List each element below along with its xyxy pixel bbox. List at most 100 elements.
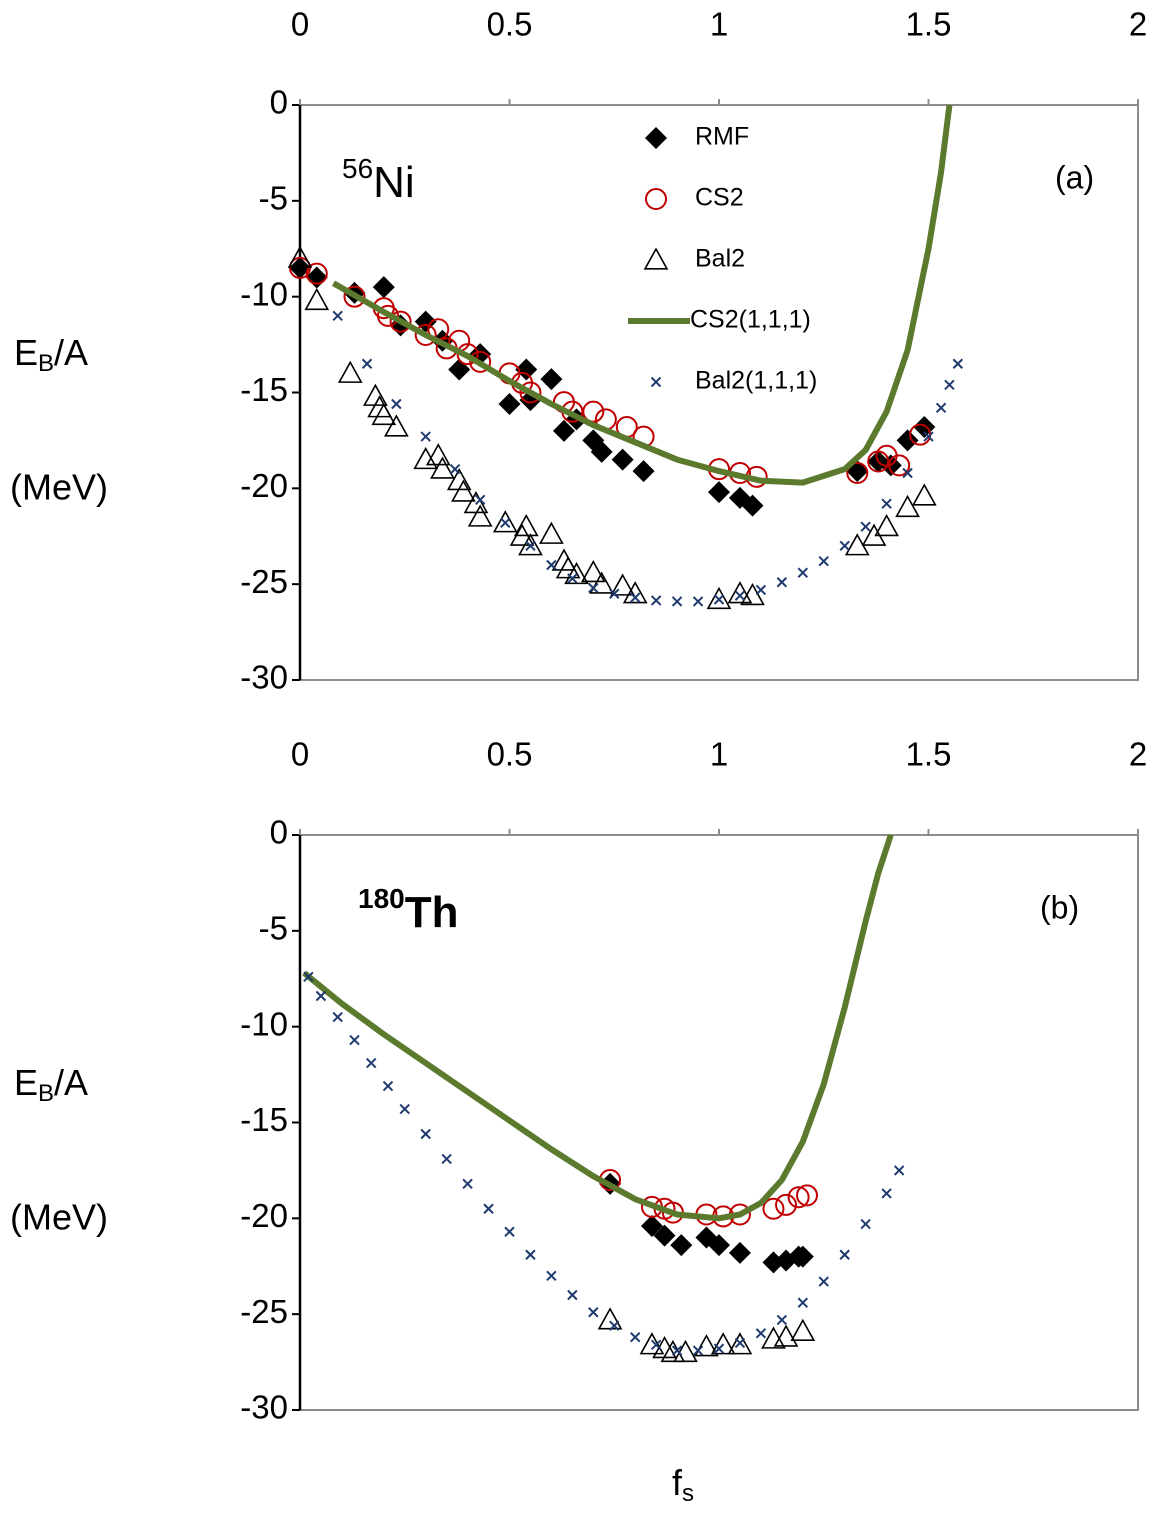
y-tick-label: -20 (240, 1197, 288, 1234)
y-tick-label: -25 (240, 1293, 288, 1330)
triangle-marker (539, 521, 564, 544)
diamond-marker (728, 1241, 751, 1264)
circle-marker (389, 310, 412, 333)
cross-marker (923, 431, 934, 442)
cross-marker (776, 1314, 788, 1326)
cross-marker (671, 1345, 683, 1356)
cross-marker (567, 1289, 578, 1301)
triangle-marker (761, 1326, 786, 1349)
nucleus-label: 180Th (358, 883, 458, 936)
triangle-marker (694, 1334, 719, 1357)
cross-marker (349, 1034, 360, 1046)
triangle-marker (467, 504, 493, 527)
triangle-marker (895, 494, 920, 518)
x-tick-label: 0.5 (487, 6, 533, 43)
y-tick-label: -10 (240, 1005, 288, 1042)
cross-marker (420, 431, 431, 442)
diamond-marker (670, 1234, 693, 1257)
triangle-marker (564, 561, 589, 585)
y-axis-label-part: E (14, 332, 38, 373)
triangle-marker (740, 583, 765, 606)
legend-label: RMF (695, 123, 749, 151)
cross-marker (881, 1188, 892, 1199)
y-axis-unit: (MeV) (10, 1197, 108, 1238)
circle-marker (343, 285, 366, 308)
triangle-marker (451, 479, 476, 502)
cross-marker (755, 1328, 767, 1339)
cross-marker (391, 398, 402, 410)
cross-marker (420, 1128, 431, 1140)
y-tick-label: -10 (240, 275, 288, 312)
y-tick-label: -25 (240, 563, 288, 600)
triangle-marker (304, 287, 330, 311)
triangle-marker (492, 510, 518, 533)
diamond-marker (632, 460, 655, 483)
x-axis-label-part: s (682, 1480, 694, 1507)
y-tick-label: -15 (240, 1101, 288, 1138)
y-tick-label: -30 (240, 1389, 288, 1426)
diamond-marker (540, 368, 563, 391)
circle-marker (519, 381, 542, 404)
triangle-marker (874, 514, 899, 537)
nucleus-label: 56Ni (342, 153, 415, 206)
x-tick-label: 0 (291, 736, 309, 773)
cross-marker (588, 1307, 599, 1318)
triangle-marker (639, 1332, 665, 1355)
x-tick-label: 1 (710, 736, 728, 773)
cross-marker (797, 567, 809, 578)
x-tick-label: 0 (291, 6, 309, 43)
cross-marker (361, 358, 373, 369)
cross-marker (546, 559, 557, 571)
panel-label: (b) (1040, 889, 1079, 925)
triangle-marker (610, 573, 635, 596)
triangle-marker (384, 414, 409, 437)
diamond-marker (896, 429, 919, 452)
circle-marker (775, 1193, 798, 1216)
triangle-marker (643, 247, 669, 270)
cross-marker (860, 1218, 871, 1230)
diamond-marker (448, 358, 471, 381)
panel-label: (a) (1055, 159, 1094, 195)
circle-marker (846, 462, 869, 484)
x-tick-label: 1 (710, 6, 728, 43)
cross-marker (944, 379, 955, 391)
cross-marker (546, 1270, 557, 1282)
cross-marker (629, 1331, 641, 1343)
cross-marker (797, 1297, 809, 1308)
cross-marker (567, 573, 578, 584)
diamond-marker (653, 1224, 676, 1247)
circle-marker (469, 350, 492, 373)
cross-marker (839, 1249, 850, 1260)
triangle-marker (727, 581, 753, 604)
cross-marker (860, 521, 871, 532)
cross-marker (935, 402, 947, 414)
circle-marker (787, 1186, 810, 1209)
y-axis-label: EB/A (14, 332, 88, 378)
cross-marker (755, 584, 767, 596)
triangle-marker (622, 581, 648, 604)
y-axis-label-part: /A (54, 1062, 88, 1103)
cross-marker (734, 1337, 746, 1349)
cross-marker (525, 540, 536, 552)
cross-marker (504, 1226, 515, 1237)
triangle-marker (710, 1332, 736, 1355)
y-axis-unit: (MeV) (10, 467, 108, 508)
x-tick-label: 2 (1129, 736, 1147, 773)
cross-marker (839, 540, 850, 552)
cross-marker (713, 594, 725, 605)
cross-marker (500, 517, 511, 529)
cross-marker (366, 1057, 377, 1069)
triangle-marker (513, 514, 539, 537)
triangle-marker (580, 560, 606, 583)
circle-marker (305, 262, 328, 285)
cross-marker (776, 577, 788, 588)
cross-marker (588, 582, 599, 594)
cross-marker (609, 1320, 620, 1331)
cross-marker (818, 1276, 829, 1287)
nucleus-mass: 180 (358, 883, 405, 914)
triangle-marker (337, 360, 363, 383)
cross-marker (315, 990, 327, 1002)
y-tick-label: -15 (240, 371, 288, 408)
cross-marker (332, 1011, 343, 1023)
